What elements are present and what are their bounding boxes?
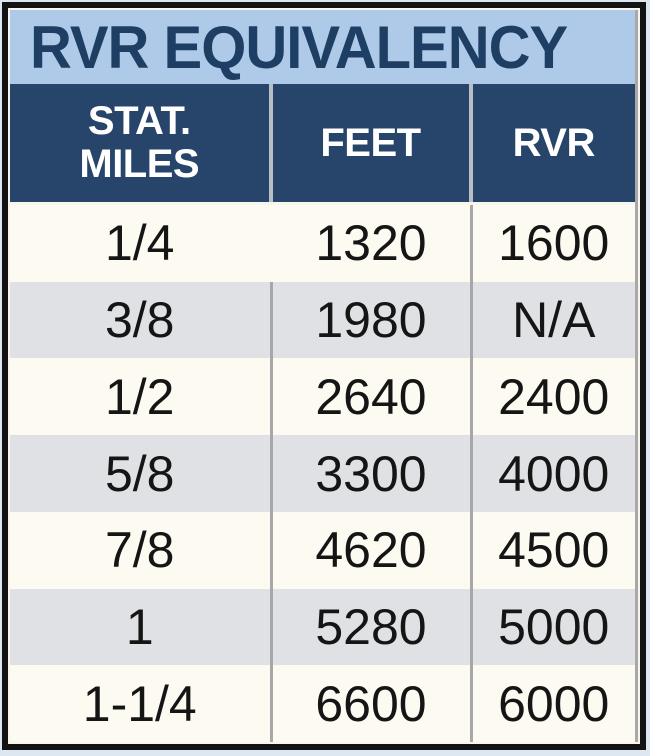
cell-rvr: 2400 [498,368,610,425]
column-header-rvr: RVR [512,120,596,165]
table-row: 3/8 1980 N/A [10,281,635,359]
cell-stat-miles: 7/8 [10,511,273,589]
cell-rvr: 4500 [498,522,610,579]
column-header-stat-miles-line2: MILES [79,142,200,186]
cell-feet: 1320 [273,205,473,282]
cell-stat-miles: 1 [10,588,273,666]
cell-feet: 3300 [273,435,473,512]
cell-rvr: 1600 [498,215,610,272]
table-row: 5/8 3300 4000 [10,435,635,512]
cell-stat-miles: 1-1/4 [10,665,273,743]
table-row: 7/8 4620 4500 [10,511,635,589]
table-title: RVR EQUIVALENCY [30,13,568,81]
table-row: 1 5280 5000 [10,588,635,666]
table-content: RVR EQUIVALENCY STAT. MILES FEET RVR 1/4… [10,10,638,743]
table-body: 1/4 1320 1600 3/8 1980 N/A 1/2 2640 2400… [10,205,635,743]
cell-rvr: 4000 [498,445,610,502]
column-header-stat-miles-line1: STAT. [87,99,191,144]
cell-feet: 6600 [273,665,473,743]
cell-rvr: 5000 [498,598,610,655]
table-title-bar: RVR EQUIVALENCY [10,10,635,84]
cell-stat-miles: 1/2 [10,358,273,436]
cell-feet: 5280 [273,588,473,666]
table-row: 1-1/4 6600 6000 [10,665,635,743]
cell-rvr: N/A [512,292,596,349]
cell-feet: 2640 [273,358,473,436]
cell-rvr: 6000 [498,675,610,732]
cell-stat-miles: 5/8 [10,435,273,512]
cell-stat-miles: 3/8 [10,281,273,359]
column-header-stat-miles: STAT. MILES [10,84,273,202]
cell-feet: 1980 [273,281,473,359]
table-header-row: STAT. MILES FEET RVR [10,84,635,205]
cell-feet: 4620 [273,511,473,589]
table-row: 1/2 2640 2400 [10,358,635,436]
table-row: 1/4 1320 1600 [10,205,635,282]
column-header-feet: FEET [273,84,473,202]
cell-stat-miles: 1/4 [104,215,175,272]
